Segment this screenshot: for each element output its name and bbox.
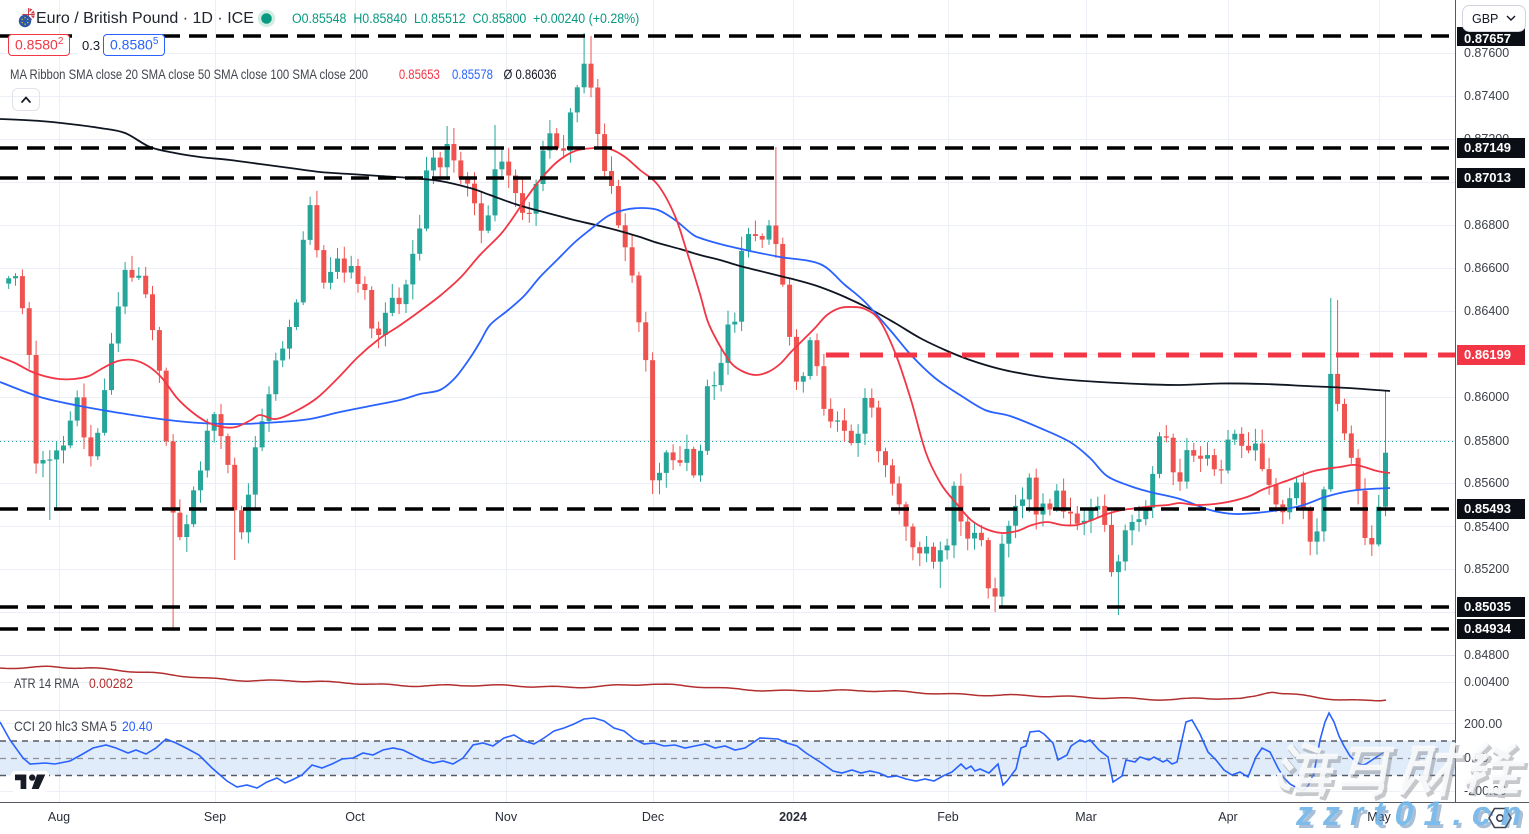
svg-text:GBP: GBP: [1472, 12, 1498, 26]
svg-text:Sep: Sep: [204, 810, 226, 824]
svg-text:0.84934: 0.84934: [1464, 621, 1512, 636]
svg-text:Oct: Oct: [345, 810, 365, 824]
svg-text:May: May: [1367, 810, 1391, 824]
svg-text:0.85800: 0.85800: [1464, 434, 1509, 448]
svg-text:2024: 2024: [779, 810, 807, 824]
svg-text:0.00400: 0.00400: [1464, 675, 1509, 689]
svg-text:Apr: Apr: [1218, 810, 1237, 824]
svg-text:200.00: 200.00: [1464, 717, 1502, 731]
svg-text:Mar: Mar: [1075, 810, 1097, 824]
svg-text:0.87600: 0.87600: [1464, 46, 1509, 60]
svg-text:Nov: Nov: [495, 810, 518, 824]
svg-text:0.85200: 0.85200: [1464, 562, 1509, 576]
svg-text:Feb: Feb: [937, 810, 959, 824]
svg-text:0.84800: 0.84800: [1464, 648, 1509, 662]
svg-text:0.87657: 0.87657: [1464, 31, 1511, 46]
svg-text:0.87149: 0.87149: [1464, 140, 1511, 155]
svg-text:0.85400: 0.85400: [1464, 520, 1509, 534]
svg-text:0.87013: 0.87013: [1464, 170, 1511, 185]
svg-text:Dec: Dec: [642, 810, 664, 824]
svg-text:0.87400: 0.87400: [1464, 89, 1509, 103]
svg-text:0.85493: 0.85493: [1464, 501, 1511, 516]
svg-text:0.86600: 0.86600: [1464, 261, 1509, 275]
svg-text:0.85600: 0.85600: [1464, 476, 1509, 490]
svg-text:0.85035: 0.85035: [1464, 599, 1511, 614]
svg-text:Aug: Aug: [48, 810, 70, 824]
svg-text:0.86800: 0.86800: [1464, 218, 1509, 232]
svg-text:0.86000: 0.86000: [1464, 390, 1509, 404]
svg-text:0.86199: 0.86199: [1464, 347, 1511, 362]
svg-text:0.86400: 0.86400: [1464, 304, 1509, 318]
